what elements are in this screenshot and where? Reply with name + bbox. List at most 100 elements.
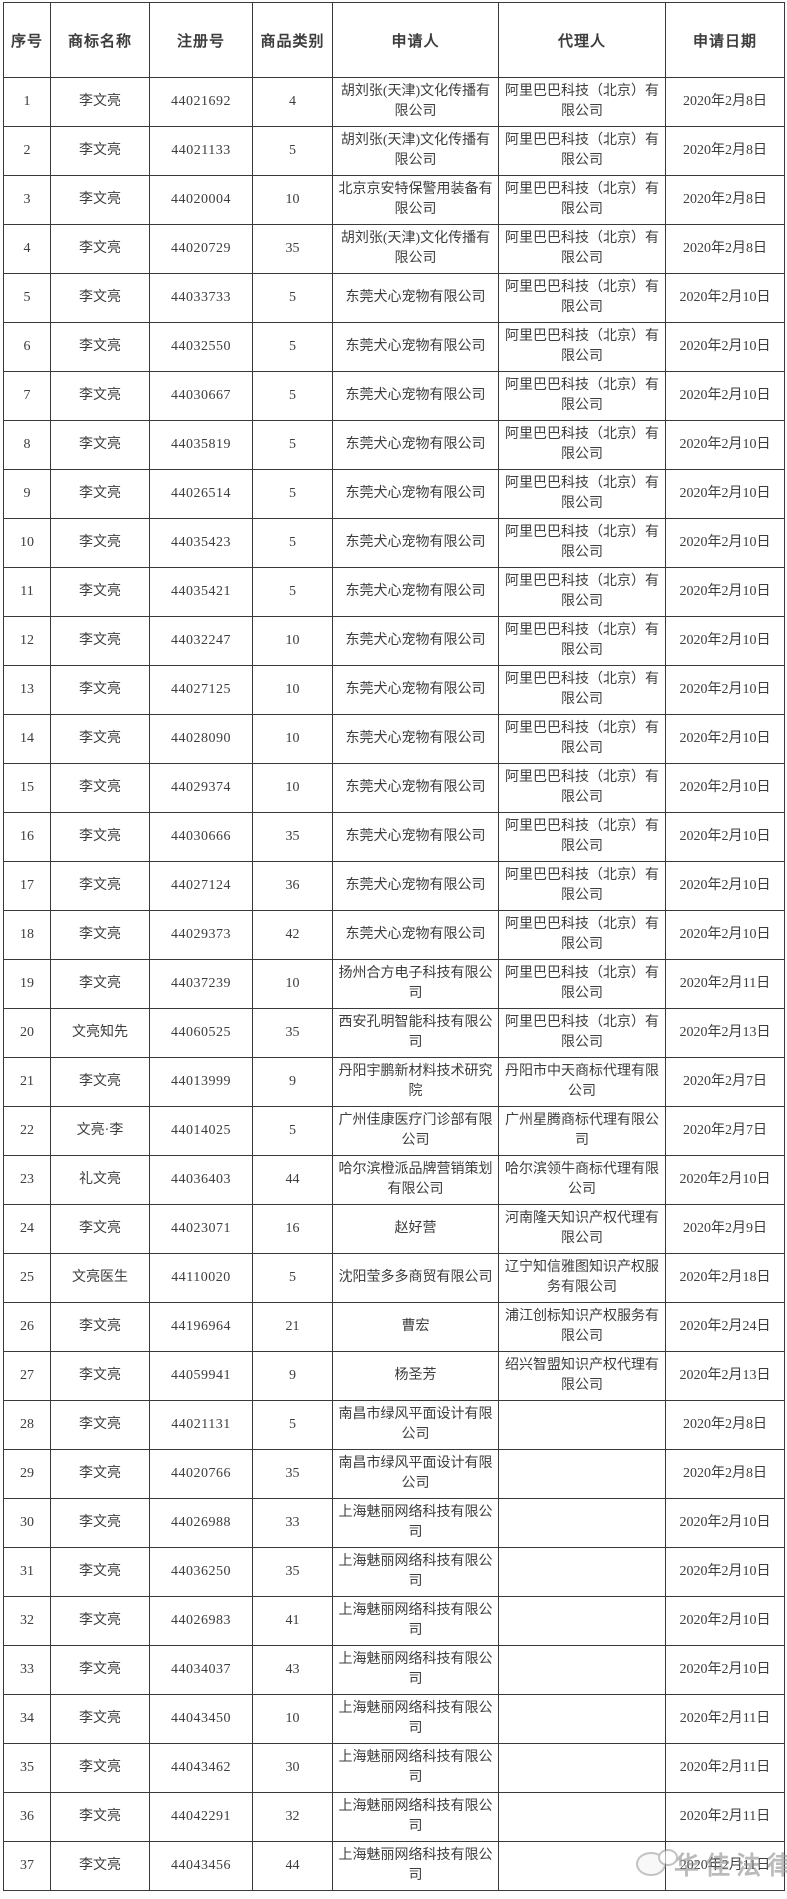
table-header: 序号 商标名称 注册号 商品类别 申请人 代理人 申请日期 [3,2,785,78]
table-row: 18 李文亮 44029373 42 东莞犬心宠物有限公司 阿里巴巴科技（北京）有限公司 2… [3,910,785,960]
cell-category: 5 [252,1106,333,1156]
cell-apply-date: 2020年2月7日 [665,1057,785,1107]
cell-agent: 哈尔滨领牛商标代理有限公司 [498,1155,666,1205]
cell-apply-date: 2020年2月10日 [665,616,785,666]
cell-serial: 30 [3,1498,51,1548]
cell-apply-date: 2020年2月10日 [665,371,785,421]
cell-serial: 31 [3,1547,51,1597]
cell-regno: 44027124 [149,861,253,911]
cell-apply-date: 2020年2月24日 [665,1302,785,1352]
cell-category: 5 [252,469,333,519]
cell-category: 43 [252,1645,333,1695]
cell-trademark-name: 李文亮 [50,1302,150,1352]
cell-applicant: 上海魅丽网络科技有限公司 [332,1743,499,1793]
cell-regno: 44032550 [149,322,253,372]
cell-agent: 阿里巴巴科技（北京）有限公司 [498,420,666,470]
table-row: 21 李文亮 44013999 9 丹阳宇鹏新材料技术研究院 丹阳市中天商标代理有限公司 2… [3,1057,785,1107]
table-row: 24 李文亮 44023071 16 赵好营 河南隆天知识产权代理有限公司 2020年2月9… [3,1204,785,1254]
cell-trademark-name: 李文亮 [50,910,150,960]
cell-category: 10 [252,175,333,225]
cell-serial: 8 [3,420,51,470]
cell-regno: 44034037 [149,1645,253,1695]
cell-applicant: 上海魅丽网络科技有限公司 [332,1841,499,1891]
cell-category: 5 [252,1253,333,1303]
cell-regno: 44030666 [149,812,253,862]
table-row: 33 李文亮 44034037 43 上海魅丽网络科技有限公司 2020年2月10日 [3,1645,785,1695]
table-body: 1 李文亮 44021692 4 胡刘张(天津)文化传播有限公司 阿里巴巴科技（北京）有限… [3,77,785,1891]
cell-category: 5 [252,567,333,617]
cell-serial: 29 [3,1449,51,1499]
cell-apply-date: 2020年2月10日 [665,469,785,519]
cell-category: 21 [252,1302,333,1352]
cell-category: 10 [252,665,333,715]
cell-regno: 44036250 [149,1547,253,1597]
cell-serial: 34 [3,1694,51,1744]
cell-applicant: 曹宏 [332,1302,499,1352]
cell-regno: 44026514 [149,469,253,519]
cell-apply-date: 2020年2月11日 [665,1694,785,1744]
table-row: 19 李文亮 44037239 10 扬州合方电子科技有限公司 阿里巴巴科技（北京）有限公… [3,959,785,1009]
cell-apply-date: 2020年2月8日 [665,1400,785,1450]
cell-apply-date: 2020年2月10日 [665,763,785,813]
cell-agent: 广州星腾商标代理有限公司 [498,1106,666,1156]
cell-trademark-name: 李文亮 [50,175,150,225]
cell-regno: 44026983 [149,1596,253,1646]
cell-trademark-name: 李文亮 [50,126,150,176]
trademark-application-table: 序号 商标名称 注册号 商品类别 申请人 代理人 申请日期 1 李文亮 440216… [3,2,785,1891]
table-row: 29 李文亮 44020766 35 南昌市绿风平面设计有限公司 2020年2月8日 [3,1449,785,1499]
cell-apply-date: 2020年2月13日 [665,1008,785,1058]
cell-agent [498,1498,666,1548]
cell-agent [498,1449,666,1499]
table-row: 34 李文亮 44043450 10 上海魅丽网络科技有限公司 2020年2月11日 [3,1694,785,1744]
cell-applicant: 上海魅丽网络科技有限公司 [332,1792,499,1842]
table-row: 11 李文亮 44035421 5 东莞犬心宠物有限公司 阿里巴巴科技（北京）有限公司 20… [3,567,785,617]
cell-apply-date: 2020年2月10日 [665,518,785,568]
cell-trademark-name: 李文亮 [50,273,150,323]
cell-apply-date: 2020年2月10日 [665,567,785,617]
table-row: 20 文亮知先 44060525 35 西安孔明智能科技有限公司 阿里巴巴科技（北京）有限… [3,1008,785,1058]
cell-serial: 18 [3,910,51,960]
cell-serial: 22 [3,1106,51,1156]
header-row: 序号 商标名称 注册号 商品类别 申请人 代理人 申请日期 [3,2,785,78]
cell-agent: 阿里巴巴科技（北京）有限公司 [498,322,666,372]
table-row: 7 李文亮 44030667 5 东莞犬心宠物有限公司 阿里巴巴科技（北京）有限公司 202… [3,371,785,421]
cell-agent: 阿里巴巴科技（北京）有限公司 [498,959,666,1009]
column-header-serial: 序号 [3,2,51,78]
cell-category: 5 [252,322,333,372]
cell-apply-date: 2020年2月10日 [665,665,785,715]
cell-agent: 辽宁知信雅图知识产权服务有限公司 [498,1253,666,1303]
cell-trademark-name: 李文亮 [50,763,150,813]
cell-trademark-name: 李文亮 [50,1057,150,1107]
table-row: 5 李文亮 44033733 5 东莞犬心宠物有限公司 阿里巴巴科技（北京）有限公司 202… [3,273,785,323]
cell-serial: 3 [3,175,51,225]
cell-category: 41 [252,1596,333,1646]
cell-applicant: 东莞犬心宠物有限公司 [332,714,499,764]
cell-applicant: 东莞犬心宠物有限公司 [332,665,499,715]
cell-applicant: 东莞犬心宠物有限公司 [332,469,499,519]
cell-serial: 37 [3,1841,51,1891]
cell-applicant: 东莞犬心宠物有限公司 [332,861,499,911]
cell-agent [498,1792,666,1842]
cell-apply-date: 2020年2月8日 [665,1449,785,1499]
cell-serial: 33 [3,1645,51,1695]
table-row: 8 李文亮 44035819 5 东莞犬心宠物有限公司 阿里巴巴科技（北京）有限公司 202… [3,420,785,470]
cell-applicant: 东莞犬心宠物有限公司 [332,420,499,470]
cell-agent: 阿里巴巴科技（北京）有限公司 [498,714,666,764]
cell-apply-date: 2020年2月8日 [665,224,785,274]
cell-trademark-name: 李文亮 [50,861,150,911]
cell-agent: 阿里巴巴科技（北京）有限公司 [498,861,666,911]
cell-serial: 32 [3,1596,51,1646]
cell-trademark-name: 李文亮 [50,1204,150,1254]
cell-serial: 23 [3,1155,51,1205]
cell-agent [498,1645,666,1695]
cell-regno: 44036403 [149,1155,253,1205]
cell-trademark-name: 李文亮 [50,518,150,568]
cell-agent: 丹阳市中天商标代理有限公司 [498,1057,666,1107]
cell-trademark-name: 李文亮 [50,1547,150,1597]
cell-apply-date: 2020年2月10日 [665,861,785,911]
table-row: 3 李文亮 44020004 10 北京京安特保警用装备有限公司 阿里巴巴科技（北京）有限… [3,175,785,225]
cell-agent: 阿里巴巴科技（北京）有限公司 [498,371,666,421]
cell-trademark-name: 李文亮 [50,1841,150,1891]
cell-trademark-name: 李文亮 [50,1596,150,1646]
